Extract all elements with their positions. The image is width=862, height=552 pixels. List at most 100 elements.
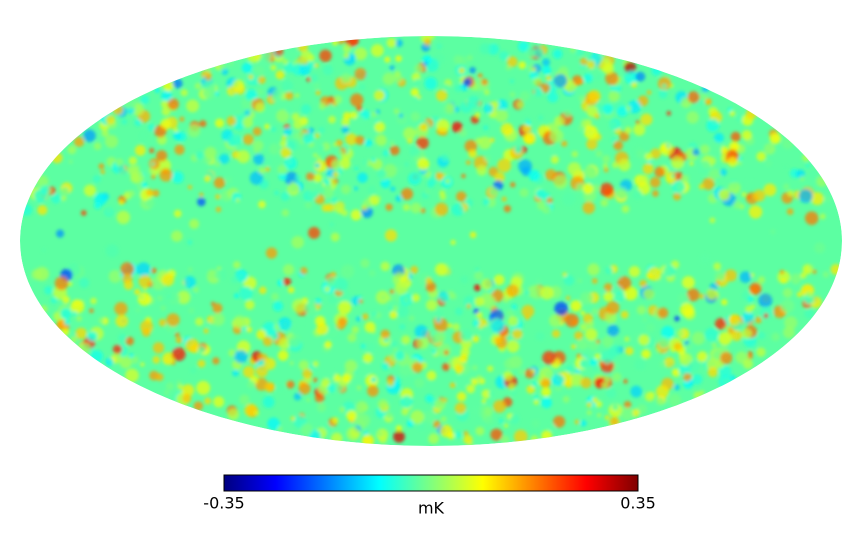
fluctuation xyxy=(280,191,290,201)
fluctuation xyxy=(441,102,455,115)
fluctuation xyxy=(611,137,617,143)
fluctuation xyxy=(517,368,525,376)
fluctuation xyxy=(745,108,758,120)
fluctuation xyxy=(406,419,414,428)
fluctuation xyxy=(246,326,253,333)
fluctuation xyxy=(719,168,727,176)
fluctuation xyxy=(583,73,594,83)
fluctuation xyxy=(197,197,206,207)
fluctuation xyxy=(310,190,319,199)
fluctuation xyxy=(484,407,493,416)
fluctuation xyxy=(728,314,741,326)
fluctuation xyxy=(212,303,223,314)
fluctuation xyxy=(70,335,78,343)
fluctuation xyxy=(713,262,722,271)
fluctuation xyxy=(339,157,351,170)
fluctuation xyxy=(119,356,132,369)
fluctuation xyxy=(281,80,294,92)
fluctuation xyxy=(349,53,356,61)
fluctuation xyxy=(562,272,568,277)
fluctuation xyxy=(681,175,689,183)
fluctuation xyxy=(391,340,398,347)
fluctuation xyxy=(639,279,648,288)
fluctuation xyxy=(674,171,683,181)
fluctuation xyxy=(262,336,273,347)
fluctuation xyxy=(619,131,630,142)
fluctuation xyxy=(707,366,718,378)
fluctuation xyxy=(626,105,632,112)
fluctuation xyxy=(506,56,518,68)
fluctuation xyxy=(134,144,146,156)
fluctuation xyxy=(651,65,662,76)
fluctuation xyxy=(213,177,226,189)
fluctuation xyxy=(73,136,85,148)
fluctuation xyxy=(474,296,485,307)
fluctuation xyxy=(830,264,842,275)
fluctuation xyxy=(409,145,421,157)
fluctuation xyxy=(254,410,260,416)
fluctuation xyxy=(439,292,450,303)
fluctuation xyxy=(623,379,628,384)
fluctuation xyxy=(545,75,552,81)
fluctuation xyxy=(181,384,195,397)
fluctuation xyxy=(347,332,357,343)
fluctuation xyxy=(239,286,253,301)
fluctuation xyxy=(166,313,180,327)
fluctuation xyxy=(476,375,483,382)
fluctuation xyxy=(516,100,525,109)
fluctuation xyxy=(632,189,643,200)
fluctuation xyxy=(423,38,432,46)
fluctuation xyxy=(501,196,507,202)
fluctuation xyxy=(449,382,456,389)
fluctuation xyxy=(443,84,450,91)
fluctuation xyxy=(410,111,421,122)
fluctuation xyxy=(494,172,505,183)
fluctuation xyxy=(476,165,487,176)
fluctuation xyxy=(636,149,646,159)
colorbar-tick-label: -0.35 xyxy=(203,494,244,513)
fluctuation xyxy=(764,143,773,152)
fluctuation xyxy=(473,284,481,292)
fluctuation xyxy=(481,78,489,86)
fluctuation xyxy=(563,275,575,286)
fluctuation xyxy=(176,380,182,386)
fluctuation xyxy=(745,305,753,314)
fluctuation xyxy=(324,286,330,292)
fluctuation xyxy=(737,156,743,161)
fluctuation xyxy=(434,331,446,343)
fluctuation xyxy=(409,315,415,322)
fluctuation xyxy=(335,139,343,147)
fluctuation xyxy=(294,93,300,98)
fluctuation xyxy=(295,174,301,181)
fluctuation xyxy=(417,95,422,100)
fluctuation xyxy=(140,95,150,104)
fluctuation xyxy=(75,327,87,340)
fluctuation xyxy=(359,84,366,91)
fluctuation xyxy=(477,73,483,79)
fluctuation xyxy=(540,286,554,300)
fluctuation xyxy=(673,342,682,351)
fluctuation xyxy=(661,325,675,339)
fluctuation xyxy=(395,304,409,318)
fluctuation xyxy=(277,350,289,361)
fluctuation xyxy=(445,178,451,184)
fluctuation xyxy=(538,363,545,370)
fluctuation xyxy=(533,399,540,405)
fluctuation xyxy=(226,116,237,126)
fluctuation xyxy=(282,58,289,65)
fluctuation xyxy=(798,189,813,204)
fluctuation xyxy=(582,201,595,214)
fluctuation xyxy=(487,43,500,55)
fluctuation xyxy=(256,329,267,340)
fluctuation xyxy=(306,181,318,192)
fluctuation xyxy=(714,270,726,281)
fluctuation xyxy=(115,158,124,167)
fluctuation xyxy=(362,313,369,320)
fluctuation xyxy=(347,381,353,387)
fluctuation xyxy=(327,294,338,305)
fluctuation xyxy=(157,295,163,301)
fluctuation xyxy=(265,247,278,259)
fluctuation xyxy=(587,320,594,328)
fluctuation xyxy=(577,278,582,283)
fluctuation xyxy=(587,263,600,276)
